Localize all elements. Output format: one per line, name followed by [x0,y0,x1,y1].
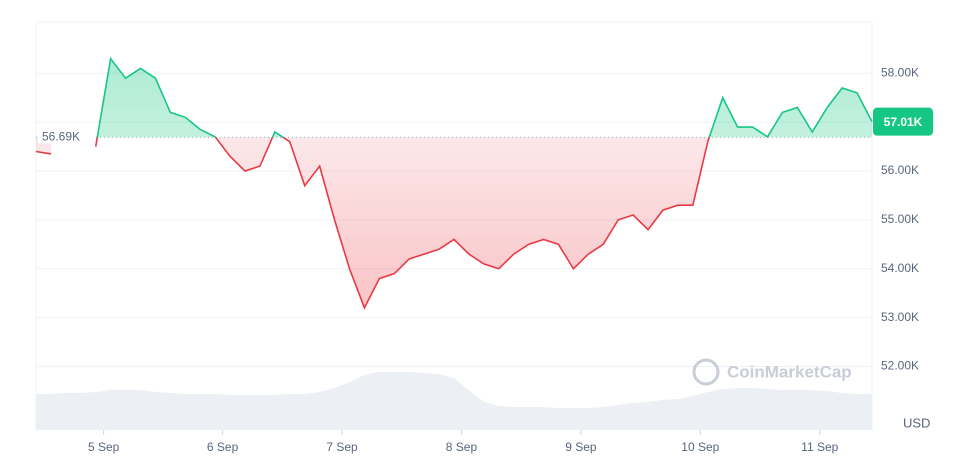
y-tick-label: 54.00K [881,261,919,275]
baseline-label: 56.69K [42,129,80,143]
x-tick-label: 8 Sep [446,440,478,454]
x-tick-label: 7 Sep [326,440,358,454]
line-up [96,56,873,138]
current-price-bg [873,107,933,136]
area-down [36,137,872,308]
x-tick-label: 11 Sep [801,440,838,454]
currency-label: USD [903,415,930,430]
x-tick-label: 10 Sep [681,440,719,454]
line-down [35,137,769,310]
x-tick-label: 5 Sep [88,440,120,454]
current-price-label: 57.01K [884,115,923,129]
x-tick-label: 9 Sep [565,440,597,454]
watermark-text: CoinMarketCap [727,362,852,381]
baseline-label-bg [38,129,94,144]
volume-area [36,372,872,430]
y-tick-label: 53.00K [881,310,919,324]
area-up [97,58,872,138]
y-tick-label: 52.00K [881,359,919,373]
y-tick-label: 58.00K [881,65,919,79]
x-tick-label: 6 Sep [207,440,239,454]
y-tick-label: 55.00K [881,212,919,226]
watermark: CoinMarketCap [692,358,852,386]
y-tick-label: 56.00K [881,163,919,177]
